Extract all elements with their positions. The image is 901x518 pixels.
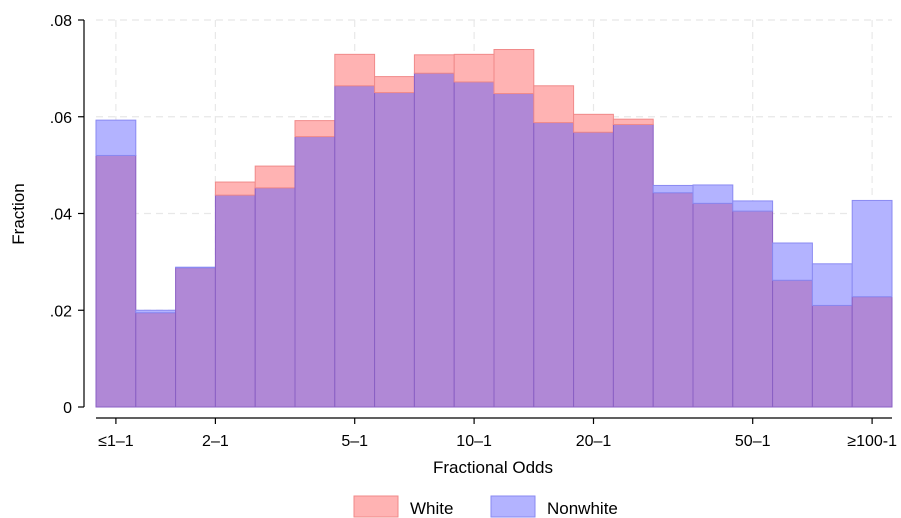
bar-white — [533, 85, 575, 124]
x-tick-label: 50–1 — [735, 433, 771, 450]
bar-overlap — [95, 154, 137, 408]
y-tick-label: 0 — [63, 400, 72, 417]
bar-overlap — [413, 72, 455, 408]
bar-white — [413, 54, 455, 74]
bar-overlap — [334, 85, 376, 408]
x-tick-label: 2–1 — [202, 433, 229, 450]
bar-overlap — [652, 192, 694, 408]
y-tick-label: .08 — [50, 13, 72, 30]
legend-swatch-nonwhite — [490, 495, 536, 518]
bar-overlap — [175, 267, 216, 408]
bar-white — [334, 53, 376, 87]
bar-overlap — [254, 187, 296, 408]
bar-overlap — [732, 210, 774, 408]
bar-overlap — [374, 92, 415, 408]
bar-overlap — [692, 202, 734, 408]
x-axis-title: Fractional Odds — [433, 458, 553, 477]
bar-overlap — [772, 279, 813, 408]
x-tick-label: 5–1 — [341, 433, 368, 450]
bar-overlap — [453, 81, 495, 408]
bar-nonwhite — [732, 200, 774, 212]
bar-white — [294, 120, 336, 138]
x-tick-label: 20–1 — [576, 433, 612, 450]
legend: White Nonwhite — [353, 495, 618, 518]
bar-overlap — [811, 304, 853, 408]
x-tick-label: 10–1 — [456, 433, 492, 450]
bar-nonwhite — [692, 184, 734, 204]
bar-nonwhite — [135, 309, 177, 314]
x-tick-label: ≥100-1 — [847, 433, 897, 450]
y-tick-label: .04 — [50, 207, 72, 224]
bar-white — [254, 165, 296, 189]
bar-white — [612, 118, 654, 125]
bar-overlap — [493, 93, 535, 408]
bar-overlap — [533, 122, 575, 408]
bar-nonwhite — [652, 184, 694, 194]
bars-group — [95, 49, 893, 408]
bar-nonwhite — [851, 199, 893, 298]
y-axis-title: Fraction — [9, 183, 28, 244]
bar-overlap — [135, 312, 177, 408]
bar-white — [493, 49, 535, 95]
bar-white — [374, 76, 415, 94]
bar-overlap — [214, 194, 256, 408]
y-tick-label: .02 — [50, 303, 72, 320]
axes: 0 .02 .04 .06 .08 ≤1–1 2–1 5–1 10–1 20–1 50–1 ≥100-… — [50, 13, 897, 450]
bar-nonwhite — [95, 119, 137, 156]
legend-label-white: White — [410, 499, 453, 518]
bar-white — [214, 181, 256, 196]
bar-overlap — [294, 136, 336, 408]
bar-overlap — [573, 131, 614, 408]
bar-overlap — [851, 296, 893, 408]
x-tick-label: ≤1–1 — [98, 433, 134, 450]
legend-label-nonwhite: Nonwhite — [547, 499, 618, 518]
bar-white — [453, 53, 495, 83]
bar-nonwhite — [811, 263, 853, 306]
legend-swatch-white — [353, 495, 399, 518]
bar-white — [573, 113, 614, 133]
bar-nonwhite — [772, 242, 813, 281]
y-tick-label: .06 — [50, 110, 72, 127]
bar-overlap — [612, 123, 654, 408]
